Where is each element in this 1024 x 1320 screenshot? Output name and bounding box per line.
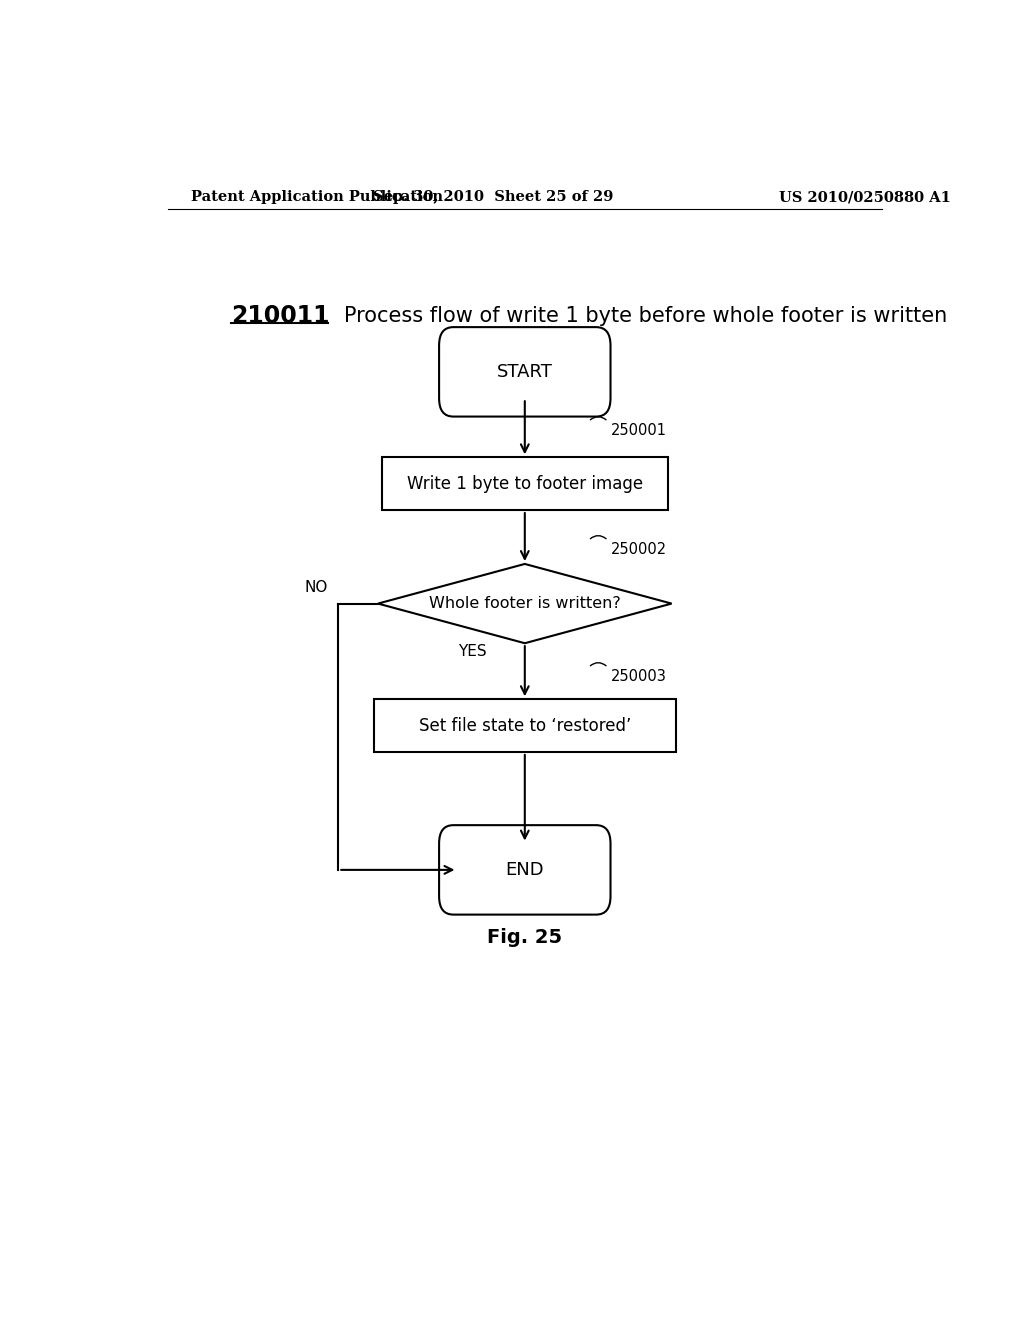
Bar — [382, 457, 668, 510]
Text: Fig. 25: Fig. 25 — [487, 928, 562, 948]
Text: NO: NO — [304, 579, 328, 595]
Text: END: END — [506, 861, 544, 879]
Bar — [374, 700, 676, 752]
Text: Sep. 30, 2010  Sheet 25 of 29: Sep. 30, 2010 Sheet 25 of 29 — [373, 190, 613, 205]
FancyBboxPatch shape — [439, 327, 610, 417]
Text: US 2010/0250880 A1: US 2010/0250880 A1 — [778, 190, 950, 205]
Text: 210011: 210011 — [231, 304, 330, 327]
Text: Set file state to ‘restored’: Set file state to ‘restored’ — [419, 717, 631, 734]
Text: START: START — [497, 363, 553, 381]
Polygon shape — [378, 564, 672, 643]
Text: Patent Application Publication: Patent Application Publication — [191, 190, 443, 205]
Text: YES: YES — [458, 644, 486, 659]
Text: Write 1 byte to footer image: Write 1 byte to footer image — [407, 475, 643, 492]
FancyBboxPatch shape — [439, 825, 610, 915]
Text: Process flow of write 1 byte before whole footer is written: Process flow of write 1 byte before whol… — [344, 306, 947, 326]
Text: 250003: 250003 — [610, 669, 667, 684]
Text: 250002: 250002 — [610, 543, 667, 557]
Text: Whole footer is written?: Whole footer is written? — [429, 597, 621, 611]
Text: 250001: 250001 — [610, 424, 667, 438]
